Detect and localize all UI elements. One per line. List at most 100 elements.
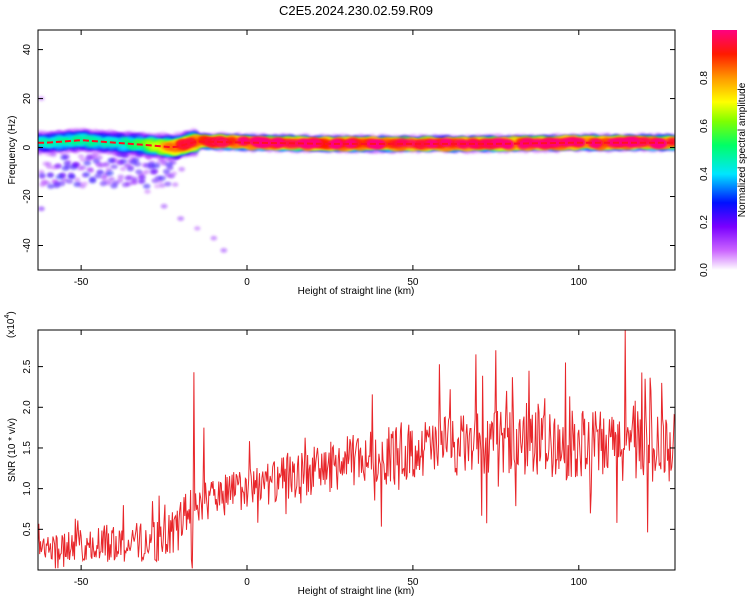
heatmap-cell [220, 248, 228, 253]
heatmap-cell [164, 181, 172, 187]
heatmap-cell [236, 136, 250, 146]
heatmap-cell [165, 162, 173, 168]
heatmap-cell [88, 178, 97, 184]
y-tick-label: 0 [22, 144, 33, 150]
heatmap-cell [119, 166, 127, 172]
snr-x-label: Height of straight line (km) [298, 586, 415, 597]
heatmap-cell [100, 174, 108, 180]
y-tick-label: -20 [22, 189, 33, 204]
snr-panel: -50 0 50 100 0.5 1.0 1.5 2.0 2.5 Height of strai… [4, 311, 676, 597]
heatmap-cell [79, 165, 87, 171]
colorbar-gradient [712, 30, 737, 270]
heatmap-cell [117, 174, 125, 180]
heatmap-cell [39, 182, 46, 188]
chart-title: C2E5.2024.230.02.59.R09 [279, 3, 433, 18]
spectrogram-ticks: -50 0 50 100 -40 -20 0 20 40 [22, 30, 675, 288]
heatmap-cell [103, 161, 111, 167]
heatmap-cell [46, 172, 54, 178]
spectrogram-frame [37, 29, 676, 271]
spectrogram-panel: -50 0 50 100 -40 -20 0 20 40 Height of straight … [7, 29, 676, 297]
snr-plot-area [38, 330, 675, 569]
heatmap-cell [82, 172, 91, 178]
heatmap-cell [50, 152, 57, 158]
heatmap-cell [143, 169, 151, 175]
heatmap-cell [254, 138, 268, 148]
heatmap-cell [135, 169, 143, 175]
heatmap-cell [119, 158, 128, 164]
y-tick-label: 2.0 [22, 400, 33, 414]
heatmap-cell [117, 145, 126, 152]
spectrogram-y-label: Frequency (Hz) [7, 116, 18, 185]
heatmap-cell [162, 168, 171, 175]
heatmap-cell [129, 159, 137, 165]
spectral-ridge [38, 139, 675, 149]
y-tick-label: 2.5 [22, 359, 33, 373]
heatmap-cell [157, 157, 165, 162]
heatmap-cell [53, 183, 61, 189]
heatmap-cell [99, 181, 107, 187]
heatmap-cell [69, 164, 78, 170]
x-tick-label: -50 [74, 277, 89, 288]
colorbar-tick-label: 0.0 [699, 263, 710, 277]
heatmap-cell [152, 163, 160, 169]
heatmap-cell [96, 162, 104, 168]
heatmap-cell [120, 151, 128, 158]
heatmap-cell [60, 154, 68, 161]
heatmap-cell [194, 226, 201, 231]
heatmap-cell [210, 235, 218, 241]
heatmap-cell [425, 139, 439, 149]
heatmap-cell [479, 138, 493, 148]
heatmap-cell [130, 176, 138, 182]
y-tick-label: 40 [22, 44, 33, 56]
x-tick-label: 50 [407, 577, 419, 588]
heatmap-cell [139, 174, 146, 180]
x-tick-label: 100 [570, 277, 587, 288]
heatmap-cell [158, 183, 166, 188]
colorbar-tick-label: 0.4 [699, 167, 710, 181]
colorbar-ticks: 0.0 0.2 0.4 0.6 0.8 [699, 71, 710, 277]
heatmap-cell [138, 178, 146, 184]
snr-multiplier-exp: 4 [4, 315, 11, 319]
x-tick-label: 100 [570, 577, 587, 588]
heatmap-cell [106, 170, 114, 176]
heatmap-cell [92, 158, 100, 164]
heatmap-cell [216, 138, 230, 148]
heatmap-cell [47, 183, 55, 189]
y-tick-label: -40 [22, 238, 33, 253]
heatmap-cell [63, 160, 71, 166]
y-tick-label: 20 [22, 93, 33, 105]
spectrogram-x-label: Height of straight line (km) [298, 286, 415, 297]
heatmap-field [38, 96, 675, 253]
heatmap-cell [150, 168, 158, 174]
y-tick-label: 1.0 [22, 481, 33, 495]
heatmap-cell [74, 177, 81, 182]
heatmap-cell [38, 206, 45, 212]
heatmap-cell [55, 174, 64, 180]
heatmap-cell [126, 166, 134, 172]
heatmap-cell [178, 166, 185, 172]
colorbar-tick-label: 0.6 [699, 119, 710, 133]
heatmap-cell [96, 169, 105, 175]
colorbar: 0.0 0.2 0.4 0.6 0.8 Normalized spectral ampl… [699, 30, 748, 277]
colorbar-label: Normalized spectral amplitude [737, 82, 748, 217]
snr-ticks: -50 0 50 100 0.5 1.0 1.5 2.0 2.5 [22, 330, 675, 588]
heatmap-cell [85, 155, 93, 161]
heatmap-cell [373, 149, 380, 154]
y-tick-label: 1.5 [22, 441, 33, 455]
heatmap-cell [61, 165, 69, 171]
x-tick-label: -50 [74, 577, 89, 588]
heatmap-cell [167, 173, 175, 179]
heatmap-cell [67, 173, 76, 179]
heatmap-cell [158, 175, 166, 181]
heatmap-cell [143, 183, 151, 189]
heatmap-cell [160, 203, 168, 209]
heatmap-cell [105, 180, 113, 186]
heatmap-cell [121, 182, 129, 188]
snr-multiplier-base: (x10 [6, 318, 17, 338]
heatmap-cell [73, 181, 81, 187]
x-tick-label: 0 [244, 577, 250, 588]
heatmap-cell [561, 137, 574, 147]
colorbar-tick-label: 0.8 [699, 71, 710, 85]
colorbar-tick-label: 0.2 [699, 215, 710, 229]
